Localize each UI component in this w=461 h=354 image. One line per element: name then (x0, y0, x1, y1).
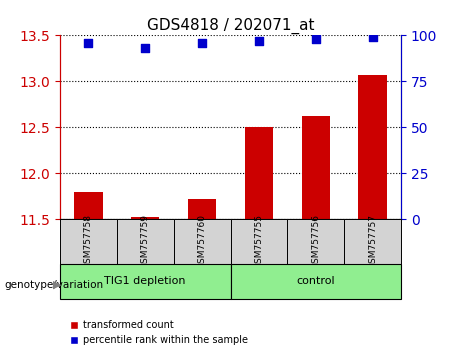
Bar (301, 116, 330, 219)
Text: GSM757756: GSM757756 (311, 214, 320, 269)
Point (255, 38, 263, 44)
Text: control: control (296, 276, 335, 286)
Point (142, 45, 149, 51)
FancyBboxPatch shape (174, 219, 230, 264)
Text: TIG1 depletion: TIG1 depletion (105, 276, 186, 286)
Point (85, 40, 92, 46)
FancyBboxPatch shape (287, 219, 344, 264)
Title: GDS4818 / 202071_at: GDS4818 / 202071_at (147, 18, 314, 34)
FancyBboxPatch shape (344, 219, 401, 264)
Bar (358, 75, 387, 219)
Text: genotype/variation: genotype/variation (5, 280, 104, 290)
Bar (74, 192, 102, 219)
FancyBboxPatch shape (230, 264, 401, 299)
Text: ▶: ▶ (53, 280, 61, 290)
Bar (188, 199, 216, 219)
Bar (245, 127, 273, 219)
Bar (131, 217, 160, 219)
Text: GSM757759: GSM757759 (141, 214, 150, 269)
FancyBboxPatch shape (117, 219, 174, 264)
Point (312, 36, 319, 42)
Legend: transformed count, percentile rank within the sample: transformed count, percentile rank withi… (65, 316, 252, 349)
Text: GSM757760: GSM757760 (198, 214, 207, 269)
Text: GSM757757: GSM757757 (368, 214, 377, 269)
Point (198, 40, 206, 46)
Text: GSM757755: GSM757755 (254, 214, 263, 269)
Text: GSM757758: GSM757758 (84, 214, 93, 269)
Point (369, 34, 376, 40)
FancyBboxPatch shape (230, 219, 287, 264)
FancyBboxPatch shape (60, 264, 230, 299)
FancyBboxPatch shape (60, 219, 117, 264)
